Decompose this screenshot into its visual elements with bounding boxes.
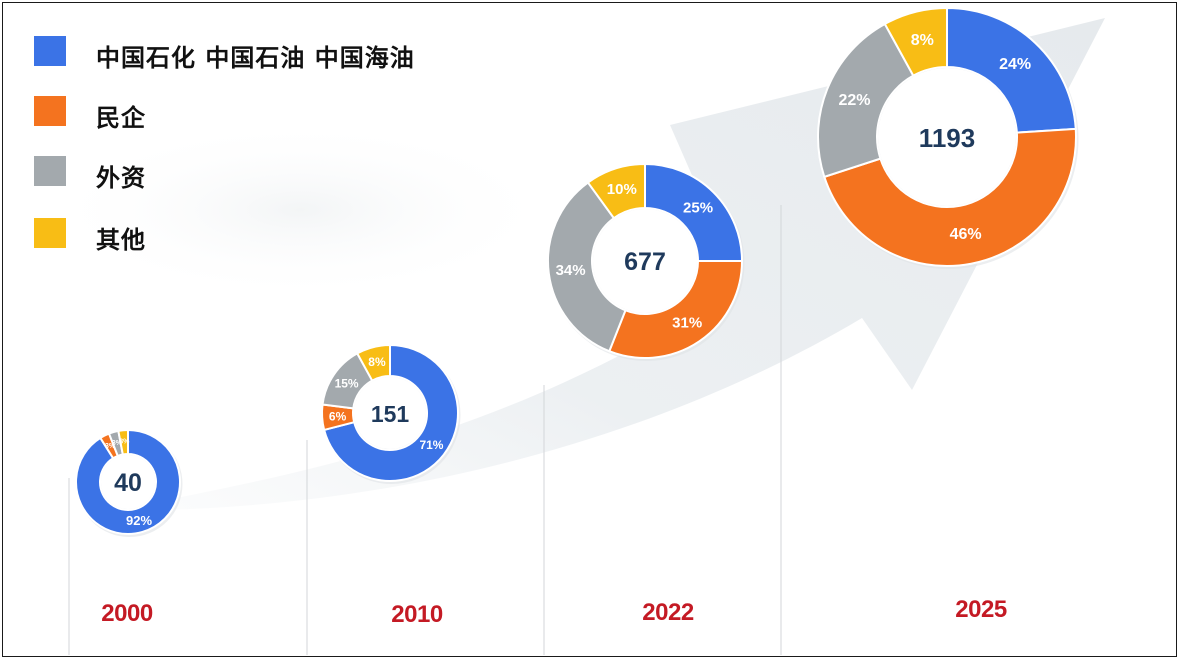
donut-total-2010: 151	[371, 401, 410, 427]
donut-center	[878, 68, 1016, 206]
donut-2025: 24% 46% 22% 8% 1193	[817, 6, 1079, 269]
legend-swatch-blue	[34, 36, 66, 66]
donut-slice-2025-1	[946, 6, 1077, 134]
slice-label: 6%	[329, 409, 347, 423]
donut-slice-2022-1	[644, 162, 744, 262]
donut-center	[354, 377, 426, 449]
donut-slice-2000-1	[75, 428, 181, 535]
donut-total-2000: 40	[114, 469, 142, 497]
donut-slice-2022-3	[547, 181, 627, 353]
donut-slice-2025-3	[817, 22, 915, 179]
legend-swatch-yellow	[34, 218, 66, 248]
slice-label: 3%	[119, 439, 130, 446]
donut-slice-2000-4	[117, 428, 129, 456]
donut-group: 92%3%3%3%4071%6%15%8%15125%31%34%10%6772…	[75, 6, 1079, 537]
donut-2010: 71% 6% 15% 8% 151	[321, 343, 461, 484]
slice-label: 34%	[556, 262, 586, 279]
legend-swatch-orange	[34, 96, 66, 126]
donut-slice-2022-2	[607, 260, 744, 359]
legend-label: 中国石化 中国石油 中国海油	[96, 44, 415, 72]
donut-slice-2025-4	[883, 6, 948, 78]
slice-label: 25%	[683, 199, 713, 216]
slice-label: 15%	[335, 376, 359, 390]
donut-slice-2022-4	[586, 162, 646, 220]
year-label-2000: 2000	[101, 600, 153, 627]
slice-label: 3%	[105, 443, 116, 450]
donut-2000: 92% 3%3%3% 40	[75, 428, 183, 537]
legend-label: 其他	[96, 226, 146, 254]
donut-total-2025: 1193	[919, 123, 975, 153]
slice-label: 31%	[672, 315, 702, 332]
slice-label: 3%	[112, 440, 123, 447]
donut-center	[101, 455, 155, 509]
slice-label: 46%	[950, 226, 982, 243]
year-label-2010: 2010	[391, 601, 443, 628]
donut-slice-2010-1	[322, 343, 459, 482]
legend-swatch-gray	[34, 156, 66, 186]
slice-label: 92%	[126, 513, 152, 528]
slice-label: 8%	[368, 355, 386, 369]
slice-label: 8%	[911, 32, 934, 49]
donut-slice-2010-4	[355, 343, 391, 382]
year-label-2022: 2022	[642, 599, 694, 626]
donut-2022: 25% 31% 34% 10% 677	[547, 162, 745, 361]
donut-total-2022: 677	[624, 248, 666, 276]
year-label-2025: 2025	[955, 596, 1007, 623]
slice-label: 10%	[607, 181, 637, 198]
donut-center	[593, 209, 697, 313]
slice-label: 22%	[838, 92, 870, 109]
background-glow	[40, 120, 560, 300]
legend-label: 外资	[96, 164, 146, 192]
slice-label: 24%	[999, 56, 1031, 73]
legend-label: 民企	[96, 104, 146, 132]
slice-label: 71%	[419, 438, 443, 452]
donut-slice-2025-2	[823, 127, 1077, 267]
